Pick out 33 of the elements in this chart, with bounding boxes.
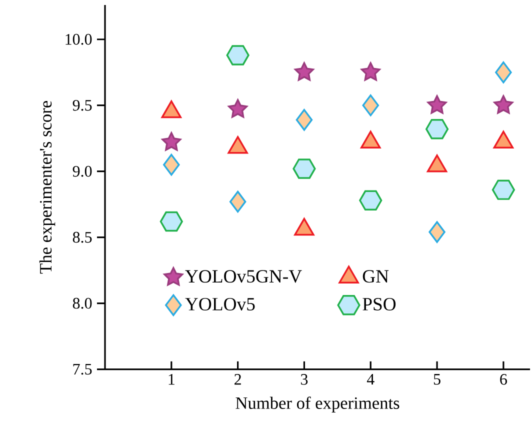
point [425, 119, 449, 140]
x-tick-label: 2 [234, 374, 241, 385]
y-tick-label: 8.5 [72, 232, 92, 243]
point [362, 94, 379, 116]
x-tick-label: 5 [434, 374, 440, 385]
y-tick-label: 7.5 [73, 364, 92, 375]
x-tick-label: 1 [168, 374, 174, 385]
legend-label: YOLOv5 [185, 298, 255, 310]
point [296, 109, 313, 131]
x-axis-title: Number of experiments [236, 396, 400, 412]
point [360, 62, 380, 81]
legend-label: GN [362, 270, 389, 283]
point [427, 95, 447, 114]
y-tick-label: 8.0 [72, 298, 92, 309]
legend-label: PSO [362, 298, 396, 310]
y-tick-label: 9.0 [72, 166, 92, 177]
x-tick-label: 6 [500, 374, 507, 385]
legend-label: YOLOv5GN-V [185, 270, 302, 283]
y-tick-label: 10.0 [66, 34, 92, 45]
y-axis-title: The experimenter's score [39, 101, 56, 274]
point [228, 99, 248, 118]
point [226, 45, 250, 66]
point [294, 62, 314, 81]
x-tick-label: 3 [300, 374, 308, 385]
point [292, 158, 316, 179]
point [162, 132, 182, 151]
x-tick-label: 4 [366, 374, 374, 385]
point [359, 190, 382, 210]
point [428, 221, 446, 243]
point [163, 154, 180, 176]
point [160, 211, 183, 232]
point [229, 190, 246, 213]
y-tick-label: 9.5 [72, 100, 92, 111]
